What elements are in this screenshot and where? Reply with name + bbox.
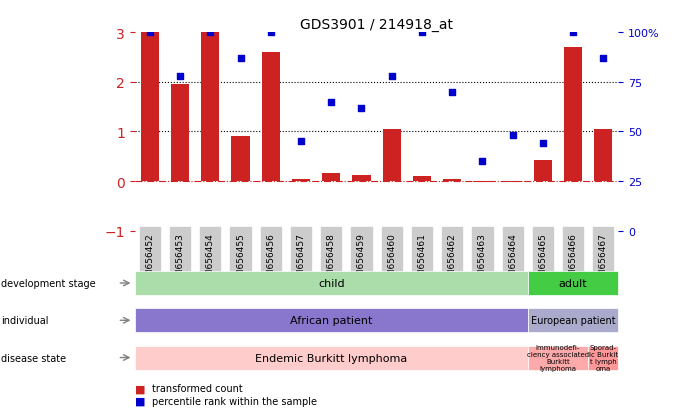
Bar (504, 182, 522, 183)
Text: African patient: African patient (290, 316, 372, 325)
Bar (473, 182, 491, 183)
Bar (383, 130, 401, 182)
Bar (171, 85, 189, 182)
Bar (322, 173, 340, 182)
Point (356, 105, 367, 112)
Point (265, 30, 276, 36)
Point (144, 30, 155, 36)
Point (325, 99, 337, 106)
Text: ■: ■ (135, 396, 145, 406)
Point (417, 30, 428, 36)
Bar (141, 33, 159, 182)
Point (175, 74, 186, 80)
Text: adult: adult (559, 278, 587, 288)
Point (598, 55, 609, 62)
Point (477, 159, 488, 165)
Title: GDS3901 / 214918_at: GDS3901 / 214918_at (300, 18, 453, 32)
Bar (594, 130, 612, 182)
Text: individual: individual (1, 316, 49, 325)
Point (538, 141, 549, 147)
Bar (292, 179, 310, 182)
Text: transformed count: transformed count (152, 383, 243, 393)
Point (386, 74, 397, 80)
Point (205, 30, 216, 36)
Point (296, 139, 307, 145)
Text: development stage: development stage (1, 278, 96, 288)
Point (235, 55, 246, 62)
Bar (201, 33, 219, 182)
Bar (443, 179, 462, 182)
Text: Endemic Burkitt lymphoma: Endemic Burkitt lymphoma (255, 353, 408, 363)
Bar (262, 53, 280, 182)
Bar (231, 137, 249, 182)
Text: ■: ■ (135, 383, 145, 393)
Text: Sporad-
ic Burkit
t lymph
oma: Sporad- ic Burkit t lymph oma (589, 344, 618, 371)
Text: Immunodefi-
ciency associated
Burkitt
lymphoma: Immunodefi- ciency associated Burkitt ly… (527, 344, 589, 371)
Point (507, 133, 518, 140)
Text: percentile rank within the sample: percentile rank within the sample (152, 396, 317, 406)
Point (446, 89, 457, 96)
Bar (352, 176, 370, 182)
Bar (413, 177, 431, 182)
Point (567, 30, 578, 36)
Bar (533, 161, 552, 182)
Text: European patient: European patient (531, 316, 616, 325)
Bar (564, 48, 582, 182)
Text: disease state: disease state (1, 353, 66, 363)
Text: child: child (318, 278, 345, 288)
